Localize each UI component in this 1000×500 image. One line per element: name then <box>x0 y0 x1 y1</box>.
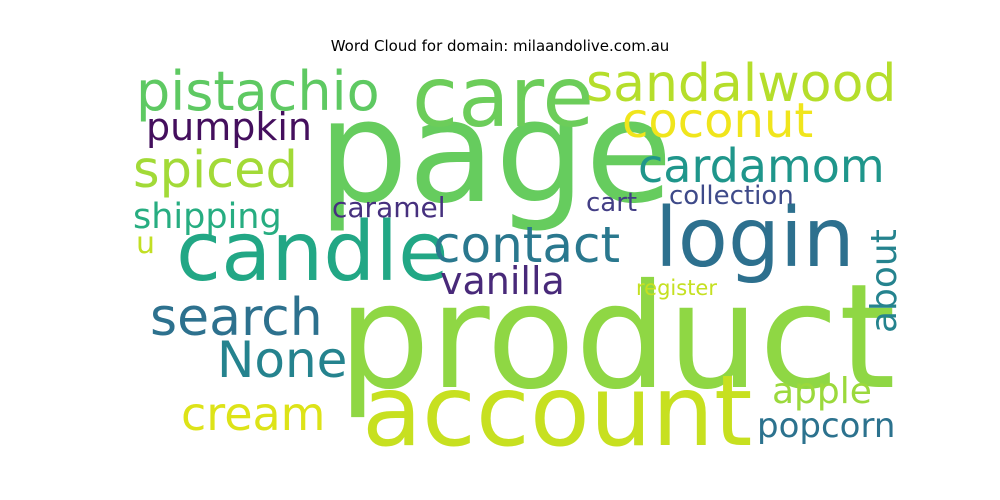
word-candle: candle <box>176 205 449 300</box>
word-contact: contact <box>433 216 621 274</box>
word-product: product <box>338 253 896 422</box>
word-sandalwood: sandalwood <box>586 54 897 114</box>
word-u: u <box>136 226 156 261</box>
word-search: search <box>150 288 323 348</box>
word-collection: collection <box>669 181 794 211</box>
word-cart: cart <box>586 188 638 218</box>
word-about: about <box>864 229 905 333</box>
word-None: None <box>217 331 348 389</box>
word-shipping: shipping <box>133 197 282 237</box>
word-coconut: coconut <box>622 93 814 149</box>
word-cardamom: cardamom <box>638 139 885 193</box>
word-cream: cream <box>181 387 326 441</box>
word-login: login <box>655 191 855 286</box>
word-account: account <box>362 355 753 469</box>
word-caramel: caramel <box>332 191 446 224</box>
word-spiced: spiced <box>133 141 298 200</box>
word-page: page <box>318 70 673 235</box>
word-pistachio: pistachio <box>136 60 380 123</box>
word-pumpkin: pumpkin <box>146 105 312 149</box>
word-vanilla: vanilla <box>440 259 565 303</box>
word-care: care <box>412 48 595 146</box>
word-register: register <box>636 276 717 300</box>
word-popcorn: popcorn <box>757 406 896 446</box>
chart-title: Word Cloud for domain: milaandolive.com.… <box>330 37 670 55</box>
word-apple: apple <box>772 371 872 412</box>
